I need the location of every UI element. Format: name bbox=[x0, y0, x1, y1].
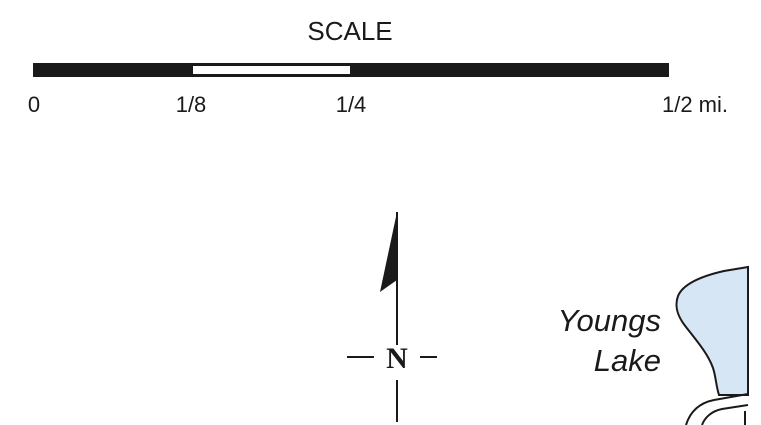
lake-name-line2: Lake bbox=[594, 343, 661, 378]
scale-tick-1-2-mi: 1/2 mi. bbox=[662, 92, 728, 117]
north-arrow: N bbox=[347, 212, 437, 422]
lake-name-line1: Youngs bbox=[558, 303, 661, 338]
north-label: N bbox=[386, 342, 408, 375]
scale-bar-segment-white bbox=[193, 66, 350, 74]
road-inner-edge bbox=[701, 404, 749, 425]
lake-shoreline bbox=[675, 265, 749, 396]
north-arrow-head-icon bbox=[380, 212, 397, 292]
scale-tick-1-8: 1/8 bbox=[176, 92, 207, 117]
scale-bar-outer bbox=[33, 63, 669, 77]
scale-title: SCALE bbox=[307, 16, 392, 46]
scale-bar: SCALE 0 1/8 1/4 1/2 mi. bbox=[28, 16, 728, 117]
road-outer-edge bbox=[685, 393, 749, 425]
scale-tick-1-4: 1/4 bbox=[336, 92, 367, 117]
scale-tick-0: 0 bbox=[28, 92, 40, 117]
youngs-lake: Youngs Lake bbox=[558, 265, 749, 425]
